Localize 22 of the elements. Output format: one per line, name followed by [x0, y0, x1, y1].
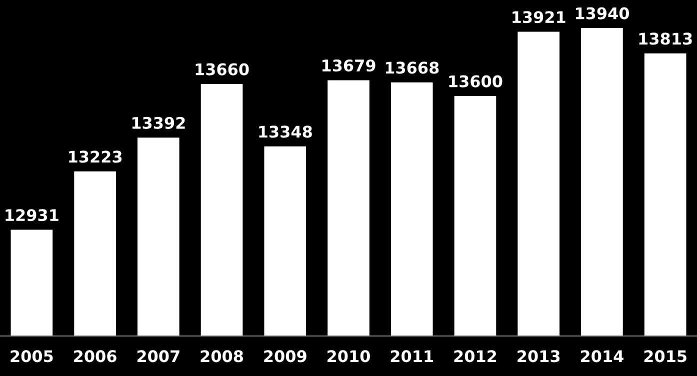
data-label: 13668 [386, 62, 439, 74]
x-tick-label: 2008 [200, 350, 244, 362]
x-tick-label: 2010 [328, 350, 370, 362]
data-label: 12931 [6, 209, 58, 222]
x-tick-label: 2015 [644, 350, 686, 362]
data-label: 13600 [449, 75, 502, 88]
data-label: 13679 [322, 59, 376, 72]
x-tick-label: 2005 [10, 350, 53, 362]
x-tick-label: 2006 [74, 350, 116, 362]
data-label: 13223 [69, 150, 122, 163]
data-label: 13940 [576, 7, 629, 20]
data-label: 13813 [639, 32, 692, 45]
x-tick-label: 2011 [390, 350, 433, 362]
x-tick-label: 2012 [454, 350, 496, 362]
data-label: 13392 [132, 116, 185, 129]
x-tick-label: 2009 [264, 350, 306, 362]
data-label: 13921 [512, 11, 566, 24]
data-label: 13348 [259, 126, 312, 138]
x-tick-label: 2007 [137, 350, 180, 362]
x-tick-label: 2014 [580, 350, 624, 362]
data-label: 13660 [196, 63, 249, 76]
x-tick-label: 2013 [518, 350, 560, 362]
